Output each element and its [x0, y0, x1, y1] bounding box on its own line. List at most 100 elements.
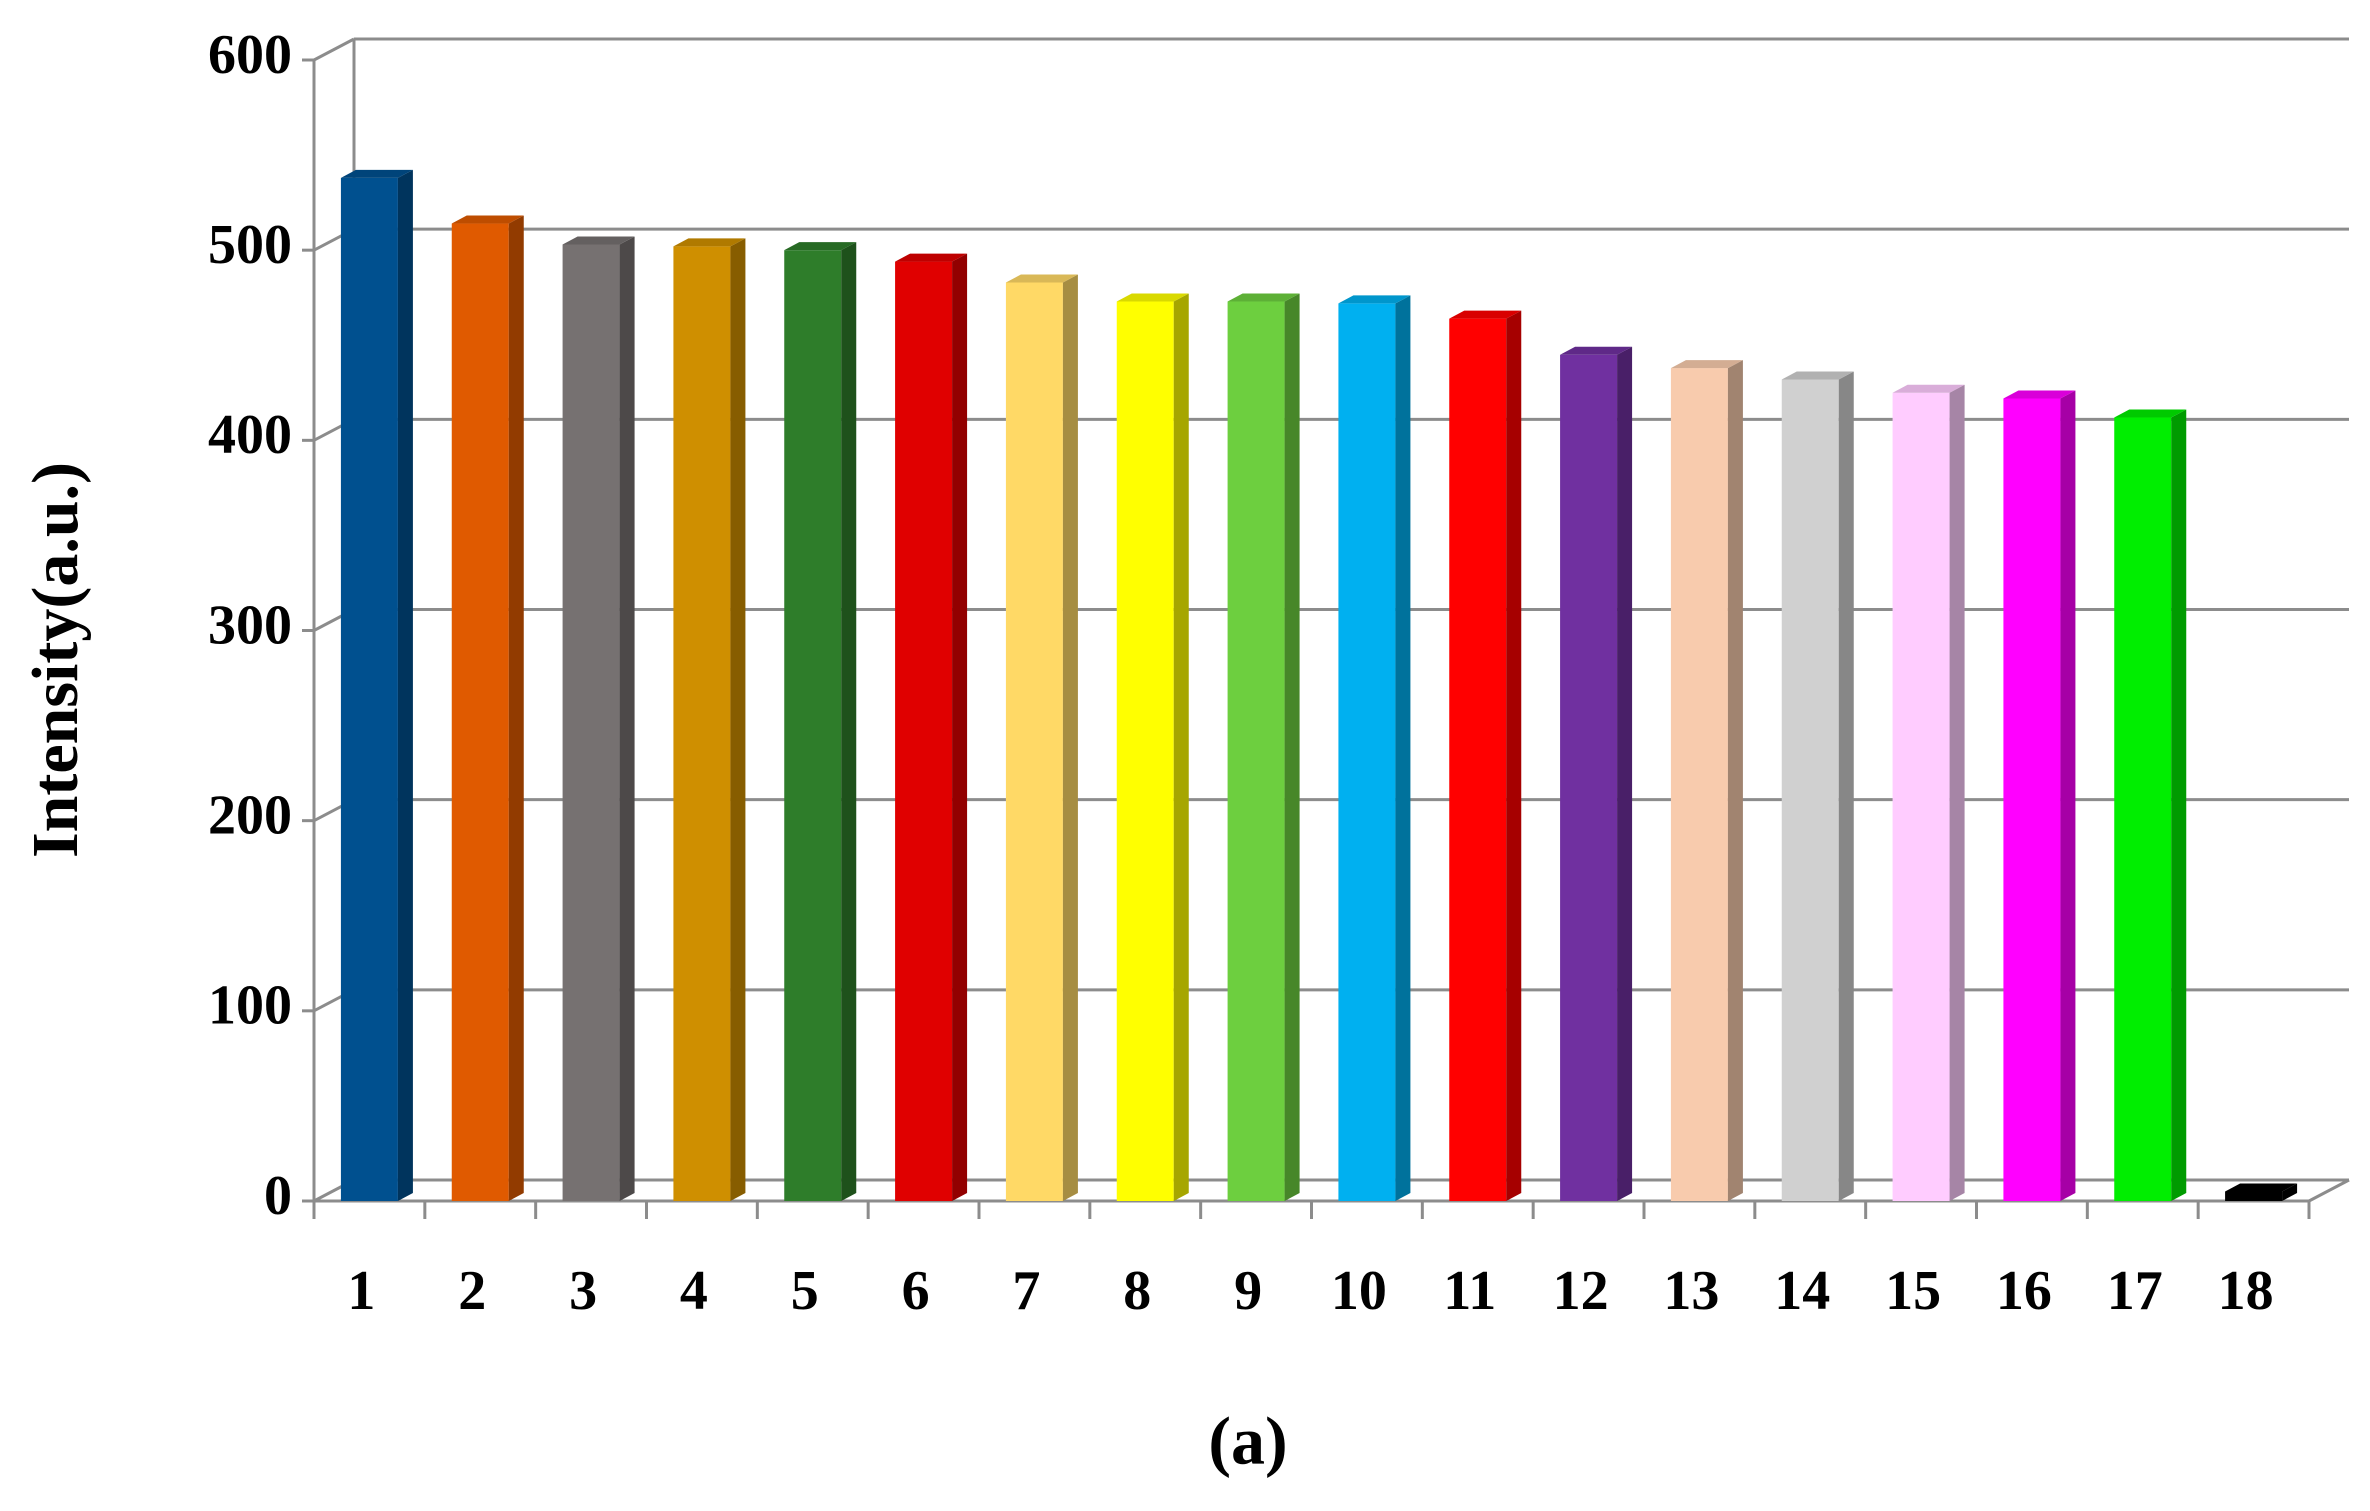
- x-tick-label: 15: [1885, 1260, 1941, 1322]
- bar: [1338, 295, 1411, 1201]
- x-tick-label: 9: [1234, 1260, 1262, 1322]
- bar-top: [1005, 274, 1078, 283]
- y-tick-label: 500: [208, 214, 292, 276]
- bar: [2114, 409, 2187, 1202]
- bar-side: [1284, 293, 1300, 1201]
- x-tick-label: 5: [791, 1260, 819, 1322]
- bar-side: [1838, 371, 1854, 1202]
- bar: [1781, 371, 1854, 1202]
- bar-side: [2282, 1183, 2298, 1201]
- bar: [1005, 274, 1078, 1201]
- bar-front: [1670, 368, 1728, 1201]
- bar-front: [1781, 379, 1839, 1202]
- bar-front: [784, 250, 842, 1201]
- bar-front: [895, 261, 953, 1201]
- bar: [451, 215, 524, 1201]
- x-tick-label: 13: [1663, 1260, 1719, 1322]
- bar-front: [2225, 1191, 2283, 1201]
- bar-side: [2171, 409, 2187, 1202]
- bar-top: [1781, 371, 1854, 380]
- x-tick-label: 17: [2107, 1260, 2163, 1322]
- x-tick-label: 7: [1012, 1260, 1040, 1322]
- x-tick-label: 8: [1123, 1260, 1151, 1322]
- bar-top: [1338, 295, 1411, 304]
- x-tick-label: 3: [569, 1260, 597, 1322]
- bar-front: [451, 223, 509, 1201]
- bar: [2225, 1183, 2298, 1201]
- bar-side: [1173, 293, 1189, 1201]
- bar-front: [562, 244, 620, 1201]
- bar-side: [397, 169, 413, 1202]
- bar-front: [1116, 301, 1174, 1201]
- bar-top: [2225, 1183, 2298, 1192]
- bar-front: [2003, 398, 2061, 1201]
- bar: [1670, 360, 1743, 1201]
- bar-front: [1560, 354, 1618, 1202]
- bar: [562, 236, 635, 1201]
- bar-side: [1062, 274, 1078, 1201]
- bar-top: [562, 236, 635, 245]
- bar-top: [340, 169, 413, 178]
- bar: [340, 169, 413, 1202]
- bar: [895, 253, 968, 1201]
- x-tick-label: 11: [1443, 1260, 1496, 1322]
- y-tick-label: 300: [208, 594, 292, 656]
- bar-side: [952, 253, 968, 1201]
- bar-side: [1395, 295, 1411, 1201]
- bar-front: [1449, 318, 1507, 1201]
- x-tick-label: 1: [347, 1260, 375, 1322]
- bar: [1892, 384, 1965, 1202]
- bar-front: [1227, 301, 1285, 1201]
- bar: [1116, 293, 1189, 1201]
- x-tick-label: 18: [2218, 1260, 2274, 1322]
- bar-top: [895, 253, 968, 262]
- bar: [1560, 346, 1633, 1202]
- bar-side: [1617, 346, 1633, 1202]
- bar-top: [1449, 310, 1522, 319]
- bar-side: [619, 236, 635, 1201]
- x-tick-label: 16: [1996, 1260, 2052, 1322]
- bar-side: [1949, 384, 1965, 1202]
- bar-top: [2114, 409, 2187, 418]
- bar-front: [1005, 282, 1063, 1201]
- y-tick-label: 100: [208, 975, 292, 1037]
- x-tick-label: 12: [1553, 1260, 1609, 1322]
- caption: (a): [1208, 1403, 1287, 1479]
- floor-right: [2308, 1178, 2350, 1203]
- bar-side: [2060, 390, 2076, 1201]
- y-tick-label: 400: [208, 404, 292, 466]
- bar-top: [1227, 293, 1300, 302]
- x-tick-label: 14: [1774, 1260, 1830, 1322]
- x-tick-label: 2: [458, 1260, 486, 1322]
- bar-front: [2114, 417, 2172, 1202]
- bar: [2003, 390, 2076, 1201]
- bar: [1227, 293, 1300, 1201]
- y-tick-label: 0: [264, 1165, 292, 1227]
- bar-front: [340, 177, 398, 1202]
- bar-top: [784, 242, 857, 251]
- x-tick-label: 6: [902, 1260, 930, 1322]
- y-axis-label: Intensity(a.u.): [19, 462, 92, 858]
- bar-top: [673, 238, 746, 247]
- bar-side: [1506, 310, 1522, 1201]
- bar: [673, 238, 746, 1201]
- bar-top: [2003, 390, 2076, 399]
- bar-side: [841, 242, 857, 1201]
- grid-line-depth: [313, 37, 355, 62]
- bar-top: [1670, 360, 1743, 369]
- bar-top: [1892, 384, 1965, 393]
- bar-front: [673, 246, 731, 1201]
- bar: [784, 242, 857, 1201]
- bar-top: [451, 215, 524, 224]
- bar-top: [1560, 346, 1633, 355]
- bar-side: [730, 238, 746, 1201]
- bar-top: [1116, 293, 1189, 302]
- bar-side: [1727, 360, 1743, 1201]
- bar: [1449, 310, 1522, 1201]
- x-tick-label: 10: [1331, 1260, 1387, 1322]
- x-tick-label: 4: [680, 1260, 708, 1322]
- bar-front: [1338, 303, 1396, 1201]
- y-tick-label: 600: [208, 24, 292, 86]
